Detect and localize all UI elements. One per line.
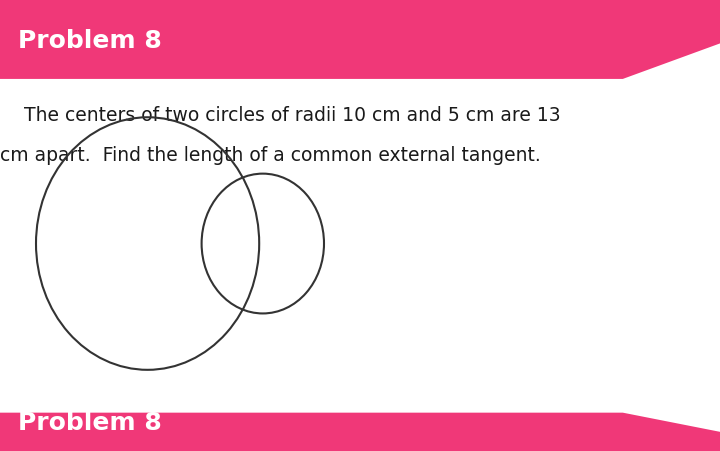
Text: cm apart.  Find the length of a common external tangent.: cm apart. Find the length of a common ex…: [0, 146, 541, 165]
Text: The centers of two circles of radii 10 cm and 5 cm are 13: The centers of two circles of radii 10 c…: [0, 106, 561, 124]
Text: Problem 8: Problem 8: [18, 29, 162, 53]
Text: Problem 8: Problem 8: [18, 411, 162, 435]
Polygon shape: [0, 413, 720, 451]
Polygon shape: [0, 0, 720, 79]
